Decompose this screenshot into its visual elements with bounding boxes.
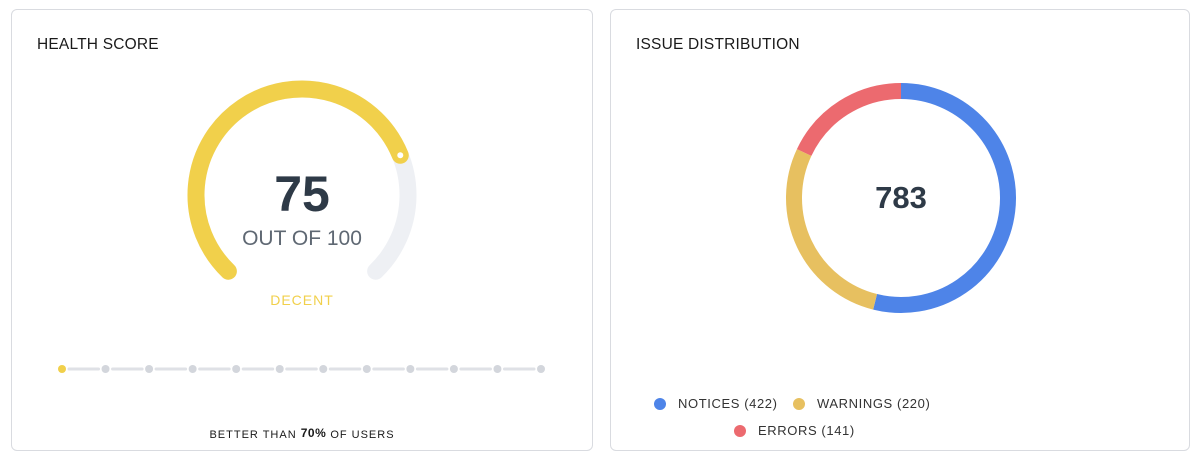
health-score-out-of: OUT OF 100 (242, 227, 362, 250)
progress-step (406, 365, 415, 373)
gauge-marker (397, 152, 404, 159)
health-score-card: HEALTH SCORE 75 OUT OF 100 DECENT BETTER… (11, 9, 593, 451)
progress-step (275, 365, 284, 373)
legend-warnings-label: WARNINGS (220) (817, 396, 931, 411)
errors-dot-icon (734, 424, 746, 437)
progress-step (362, 365, 371, 373)
health-score-gauge (187, 80, 417, 280)
progress-step (319, 365, 328, 373)
legend-errors-label: ERRORS (141) (758, 423, 855, 438)
issue-distribution-title: ISSUE DISTRIBUTION (636, 36, 800, 53)
better-than-suffix: OF USERS (330, 429, 395, 441)
issue-distribution-donut (786, 83, 1016, 313)
progress-step (145, 365, 154, 373)
warnings-dot-icon (793, 397, 805, 410)
notices-dot-icon (654, 397, 666, 410)
progress-step-active (58, 365, 66, 373)
progress-step (188, 365, 197, 373)
legend-notices-label: NOTICES (422) (678, 396, 778, 411)
progress-step (232, 365, 241, 373)
issue-total-value: 783 (875, 180, 927, 215)
better-than-percent: 70% (300, 426, 327, 440)
issue-distribution-card: ISSUE DISTRIBUTION 783 NOTICES (422) WAR… (610, 9, 1190, 451)
legend-warnings[interactable]: WARNINGS (220) (793, 396, 930, 411)
donut-slice-warnings (786, 149, 878, 310)
health-progress-steps (58, 365, 545, 373)
donut-slice-errors (796, 83, 902, 157)
health-score-value: 75 (274, 166, 330, 222)
progress-step (537, 365, 545, 373)
gauge-fill (187, 80, 409, 280)
better-than-text: BETTER THAN 70% OF USERS (12, 426, 592, 441)
legend-notices[interactable]: NOTICES (422) (654, 396, 778, 411)
health-score-title: HEALTH SCORE (37, 36, 159, 53)
donut-slice-notices (873, 83, 1016, 313)
progress-step (493, 365, 502, 373)
progress-step (101, 365, 110, 373)
progress-step (449, 365, 458, 373)
better-than-prefix: BETTER THAN (209, 429, 297, 441)
health-score-rating: DECENT (270, 292, 334, 308)
legend-errors[interactable]: ERRORS (141) (734, 423, 855, 438)
